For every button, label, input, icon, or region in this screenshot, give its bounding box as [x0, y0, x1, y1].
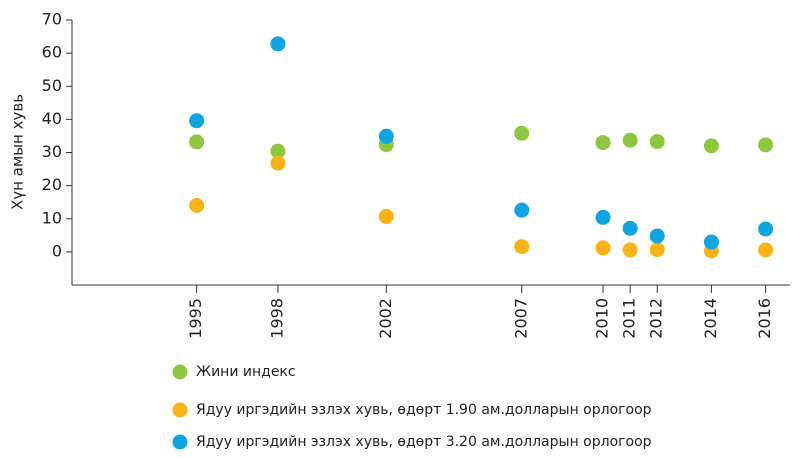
x-tick-label: 2010	[593, 298, 612, 339]
y-tick-label: 0	[52, 241, 62, 260]
y-tick-label: 60	[42, 43, 62, 62]
x-tick-label: 2016	[755, 298, 774, 339]
point	[622, 242, 638, 258]
legend-swatch	[172, 364, 188, 380]
x-tick-label: 2012	[647, 298, 666, 339]
point	[703, 138, 719, 154]
point	[649, 242, 665, 258]
point	[622, 220, 638, 236]
point	[514, 239, 530, 255]
point	[270, 36, 286, 52]
point	[189, 198, 205, 213]
x-tick-label: 1998	[267, 298, 286, 339]
point	[595, 240, 611, 256]
y-tick-label: 20	[42, 175, 62, 194]
point	[758, 221, 774, 237]
x-tick-label: 2011	[620, 298, 639, 339]
point	[622, 132, 638, 148]
legend-swatch	[172, 402, 188, 418]
y-axis-label: Хүн амын хувь	[9, 94, 27, 210]
legend-label: Ядуу иргэдийн эзлэх хувь, өдөрт 1.90 ам.…	[196, 402, 652, 418]
x-tick-label: 2014	[701, 298, 720, 339]
point	[758, 242, 774, 258]
point	[649, 228, 665, 244]
x-tick-label: 2007	[511, 298, 530, 339]
point	[595, 209, 611, 225]
point	[270, 155, 286, 171]
point	[378, 208, 394, 224]
legend-swatch	[172, 434, 188, 450]
point	[595, 135, 611, 151]
point	[649, 134, 665, 150]
point	[514, 125, 530, 141]
legend-label: Ядуу иргэдийн эзлэх хувь, өдөрт 3.20 ам.…	[196, 434, 652, 450]
point	[378, 128, 394, 144]
y-tick-label: 30	[42, 142, 62, 161]
y-tick-label: 70	[42, 10, 62, 29]
point	[189, 113, 205, 129]
point	[189, 134, 205, 150]
y-tick-label: 40	[42, 109, 62, 128]
point	[703, 234, 719, 250]
point	[514, 202, 530, 218]
x-tick-label: 2002	[376, 298, 395, 339]
x-tick-label: 1995	[186, 298, 205, 339]
legend-label: Жини индекс	[196, 364, 296, 380]
y-tick-label: 50	[42, 76, 62, 95]
point	[758, 137, 774, 153]
point	[270, 143, 286, 159]
y-tick-label: 10	[42, 208, 62, 227]
